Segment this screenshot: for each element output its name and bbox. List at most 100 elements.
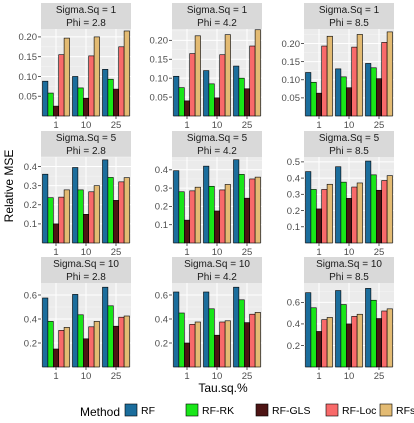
legend-swatch [379, 403, 393, 417]
bar [113, 88, 120, 117]
x-tick-label: 1 [184, 120, 189, 131]
bar [386, 31, 393, 117]
bar [238, 77, 245, 117]
bar [233, 65, 240, 117]
y-tick-label: 0.4 [155, 165, 168, 176]
bar [254, 29, 261, 117]
bar [345, 198, 352, 244]
panel-strip [172, 131, 262, 157]
y-tick-label: 0.15 [150, 55, 169, 66]
bar [249, 45, 256, 117]
strip-label-sigma: Sigma.Sq = 10 [316, 259, 382, 270]
legend-swatch [124, 403, 138, 417]
bar [52, 105, 59, 117]
panel-strip [304, 131, 394, 157]
x-tick-label: 25 [242, 120, 253, 131]
bar [189, 53, 196, 117]
bar [107, 305, 114, 368]
bar [184, 342, 191, 368]
bar [365, 63, 372, 117]
bar [224, 320, 231, 368]
x-tick-label: 25 [242, 371, 253, 382]
y-tick-label: 0.4 [24, 314, 37, 325]
x-tick-label: 1 [53, 371, 58, 382]
x-tick-label: 10 [81, 371, 92, 382]
x-tick-label: 1 [316, 120, 321, 131]
bar [214, 97, 221, 117]
bar [238, 299, 245, 368]
strip-label-sigma: Sigma.Sq = 5 [319, 133, 380, 144]
bar [72, 167, 79, 244]
bar [107, 177, 114, 244]
x-tick-label: 25 [111, 371, 122, 382]
bar [77, 314, 84, 368]
legend-swatch [185, 403, 199, 417]
bar [370, 299, 377, 368]
y-tick-label: 0.20 [19, 32, 38, 43]
x-tick-label: 25 [374, 371, 385, 382]
bar [340, 181, 347, 244]
bar [52, 223, 59, 244]
panel: Sigma.Sq = 10 Phi = 4.2 0.2 0.4 0.6 1 10 25 [155, 257, 262, 382]
y-tick-label: 0.05 [19, 92, 38, 103]
bar [326, 183, 333, 244]
panel-strip [172, 257, 262, 283]
bar [365, 160, 372, 244]
bar [310, 189, 317, 244]
y-tick-label: 0.10 [19, 72, 38, 83]
bar [107, 78, 114, 117]
legend-title: Method [80, 405, 120, 419]
bar [113, 325, 120, 368]
y-tick-label: 0.4 [287, 173, 300, 184]
strip-label-sigma: Sigma.Sq = 5 [56, 133, 117, 144]
panel: Sigma.Sq = 1 Phi = 4.2 0.05 0.10 0.15 0.20 1 10… [150, 3, 262, 131]
bar [93, 185, 100, 244]
bar [214, 210, 221, 244]
y-axis-title: Relative MSE [2, 150, 16, 223]
bar [42, 173, 49, 244]
y-tick-label: 0.2 [24, 338, 37, 349]
bar [102, 69, 109, 117]
panel: Sigma.Sq = 5 Phi = 8.5 0.1 0.2 0.3 0.4 0.5 1 10 2… [287, 131, 394, 258]
strip-label-sigma: Sigma.Sq = 1 [56, 5, 117, 16]
bar [315, 208, 322, 244]
strip-label-phi: Phi = 8.5 [329, 146, 369, 157]
bar [224, 34, 231, 117]
panel: Sigma.Sq = 10 Phi = 8.5 0.2 0.4 0.6 1 10 25 [287, 257, 394, 382]
bar [381, 42, 388, 117]
bar [173, 170, 180, 244]
legend: Method RF RF-RK RF-GLS RF-Loc RFsp [80, 403, 414, 419]
bar [194, 321, 201, 368]
y-tick-label: 0.4 [155, 314, 168, 325]
bar [335, 166, 342, 244]
bar [203, 70, 210, 117]
x-tick-label: 25 [374, 120, 385, 131]
bar [203, 165, 210, 244]
panel-strip [41, 131, 131, 157]
x-tick-label: 1 [184, 247, 189, 258]
bar [219, 189, 226, 244]
bar [224, 184, 231, 244]
x-tick-label: 10 [81, 120, 92, 131]
strip-label-sigma: Sigma.Sq = 10 [53, 259, 119, 270]
y-tick-label: 0.6 [24, 290, 37, 301]
y-tick-label: 0.05 [150, 92, 169, 103]
bar [321, 189, 328, 244]
bar [310, 307, 317, 368]
strip-label-phi: Phi = 4.2 [197, 18, 237, 29]
bar [381, 180, 388, 244]
bar [335, 290, 342, 368]
bar [233, 159, 240, 244]
panel: Sigma.Sq = 1 Phi = 2.8 0.05 0.10 0.15 0.20 1 10… [19, 3, 131, 131]
bar [173, 291, 180, 368]
bar [102, 159, 109, 244]
bar [351, 186, 358, 244]
x-tick-label: 25 [111, 247, 122, 258]
bar [173, 75, 180, 117]
bar [58, 330, 65, 368]
y-tick-label: 0.3 [287, 190, 300, 201]
bar [189, 190, 196, 244]
bar [370, 67, 377, 117]
bar [184, 219, 191, 244]
bar [356, 34, 363, 117]
